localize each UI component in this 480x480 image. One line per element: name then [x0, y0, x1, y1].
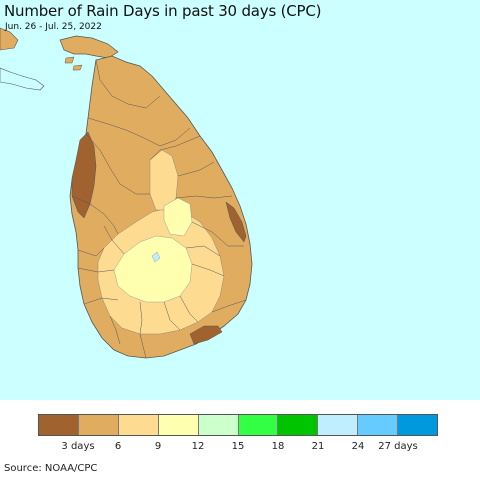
legend-tick-label: 9 — [154, 441, 162, 452]
jaffna-peninsula — [59, 35, 119, 59]
island-small-1 — [64, 56, 75, 64]
district-boundaries — [71, 59, 247, 359]
central-highland-zone — [113, 235, 193, 303]
legend-swatch — [398, 415, 438, 435]
legend-tick-label: 24 — [351, 441, 365, 452]
map-panel: Number of Rain Days in past 30 days (CPC… — [0, 0, 480, 400]
island-small-2 — [72, 64, 83, 71]
legend-tick-label: 21 — [311, 441, 325, 452]
legend-swatch — [278, 415, 319, 435]
india-coast-strip — [0, 67, 45, 91]
southeast-low-rain-zone — [189, 325, 223, 345]
legend-swatch — [318, 415, 359, 435]
east-coast-low-rain-zone — [225, 201, 247, 243]
legend-swatch — [78, 415, 119, 435]
high-rain-spot — [151, 251, 161, 263]
india-coast — [0, 27, 19, 51]
rain-days-map — [0, 27, 253, 359]
legend-tick-label: 18 — [271, 441, 285, 452]
legend-tick-label: 27 days — [378, 441, 418, 452]
central-highland-zone-north — [163, 197, 193, 237]
legend-swatch — [238, 415, 279, 435]
source-credit: Source: NOAA/CPC — [4, 463, 98, 474]
legend-tick-label: 6 — [114, 441, 122, 452]
legend-swatch — [39, 415, 79, 435]
legend-tick-label: 3 days — [61, 441, 95, 452]
legend-swatch — [198, 415, 239, 435]
legend-tick-labels: 3 days 6 9 12 15 18 21 24 27 days — [0, 441, 480, 455]
legend-tick-label: 12 — [191, 441, 205, 452]
page-title: Number of Rain Days in past 30 days (CPC… — [4, 2, 322, 20]
legend-tick-label: 15 — [231, 441, 245, 452]
legend-swatch — [118, 415, 159, 435]
legend-color-bar — [38, 414, 438, 436]
date-range-label: Jun. 26 - Jul. 25, 2022 — [5, 22, 102, 32]
west-coast-low-rain-zone — [71, 131, 97, 219]
legend-swatch — [358, 415, 399, 435]
legend-swatch — [158, 415, 199, 435]
